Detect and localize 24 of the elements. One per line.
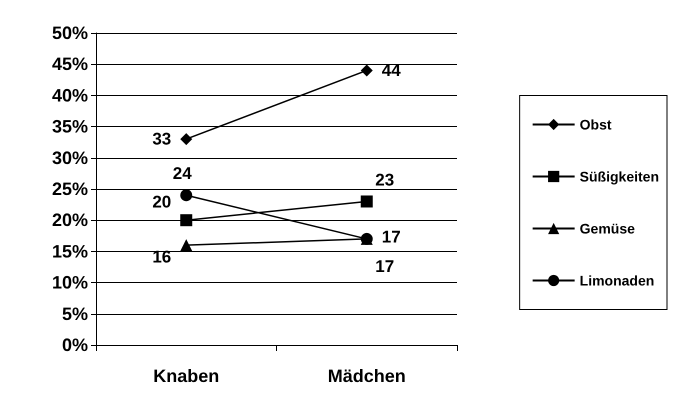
y-tick-label: 30%: [52, 148, 88, 168]
y-tick-label: 50%: [52, 23, 88, 43]
legend-label: Limonaden: [580, 272, 654, 288]
data-label: 20: [152, 192, 172, 212]
y-tick-label: 0%: [62, 335, 88, 355]
y-tick-label: 5%: [62, 304, 88, 324]
data-label: 44: [382, 60, 402, 80]
legend-label: Gemüse: [580, 220, 636, 236]
data-label: 23: [375, 170, 394, 190]
legend-label: Süßigkeiten: [580, 168, 660, 184]
y-tick-label: 25%: [52, 179, 88, 199]
x-tick-label: Knaben: [153, 366, 220, 386]
legend-label: Obst: [580, 116, 612, 132]
data-label: 24: [172, 164, 192, 184]
data-label: 17: [382, 227, 401, 246]
y-tick-label: 40%: [52, 85, 88, 106]
data-label: 17: [375, 256, 394, 276]
y-tick-label: 10%: [52, 272, 88, 293]
x-tick-label: Mädchen: [328, 366, 406, 386]
data-label: 33: [152, 130, 172, 149]
y-tick-label: 15%: [52, 241, 88, 262]
y-tick-label: 45%: [52, 54, 88, 74]
y-tick-label: 20%: [52, 210, 88, 230]
y-tick-label: 35%: [52, 116, 88, 137]
